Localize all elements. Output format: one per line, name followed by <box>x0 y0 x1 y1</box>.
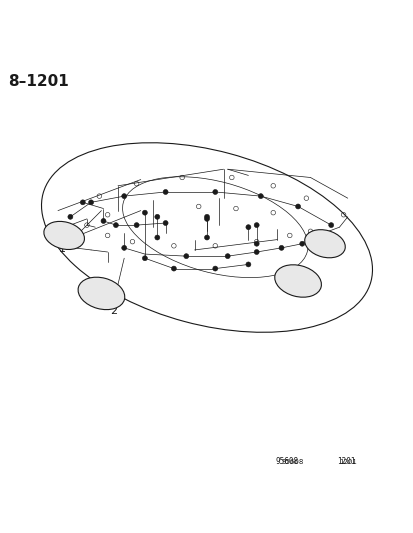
Text: 95608: 95608 <box>275 457 298 466</box>
Ellipse shape <box>44 221 84 249</box>
Text: 1201: 1201 <box>339 459 356 465</box>
Ellipse shape <box>304 230 344 258</box>
Circle shape <box>154 235 159 240</box>
Ellipse shape <box>274 265 320 297</box>
Circle shape <box>171 266 176 271</box>
Circle shape <box>101 219 106 223</box>
Circle shape <box>254 241 259 246</box>
Circle shape <box>80 200 85 205</box>
Circle shape <box>254 223 259 228</box>
Circle shape <box>142 210 147 215</box>
Circle shape <box>204 214 209 219</box>
Circle shape <box>204 235 209 240</box>
Circle shape <box>328 223 333 228</box>
Circle shape <box>212 266 217 271</box>
Circle shape <box>68 214 73 219</box>
Circle shape <box>113 223 118 228</box>
Text: 8–1201: 8–1201 <box>8 74 69 89</box>
Text: 1201: 1201 <box>337 457 355 466</box>
Circle shape <box>278 245 283 251</box>
Circle shape <box>295 204 300 209</box>
Circle shape <box>225 254 230 259</box>
Circle shape <box>142 256 147 261</box>
Circle shape <box>245 225 250 230</box>
Circle shape <box>183 254 188 259</box>
Circle shape <box>254 249 259 254</box>
Circle shape <box>134 223 139 228</box>
Circle shape <box>299 241 304 246</box>
Circle shape <box>121 193 126 199</box>
Circle shape <box>163 190 168 195</box>
Circle shape <box>88 200 93 205</box>
Text: 2: 2 <box>110 306 117 316</box>
Ellipse shape <box>78 277 124 310</box>
Circle shape <box>258 193 263 199</box>
Circle shape <box>245 262 250 267</box>
Circle shape <box>204 216 209 221</box>
Text: 95608: 95608 <box>281 459 303 465</box>
Text: 1: 1 <box>59 244 66 254</box>
Circle shape <box>121 245 126 251</box>
Circle shape <box>154 214 159 219</box>
Circle shape <box>163 221 168 225</box>
Circle shape <box>212 190 217 195</box>
Circle shape <box>316 235 320 240</box>
